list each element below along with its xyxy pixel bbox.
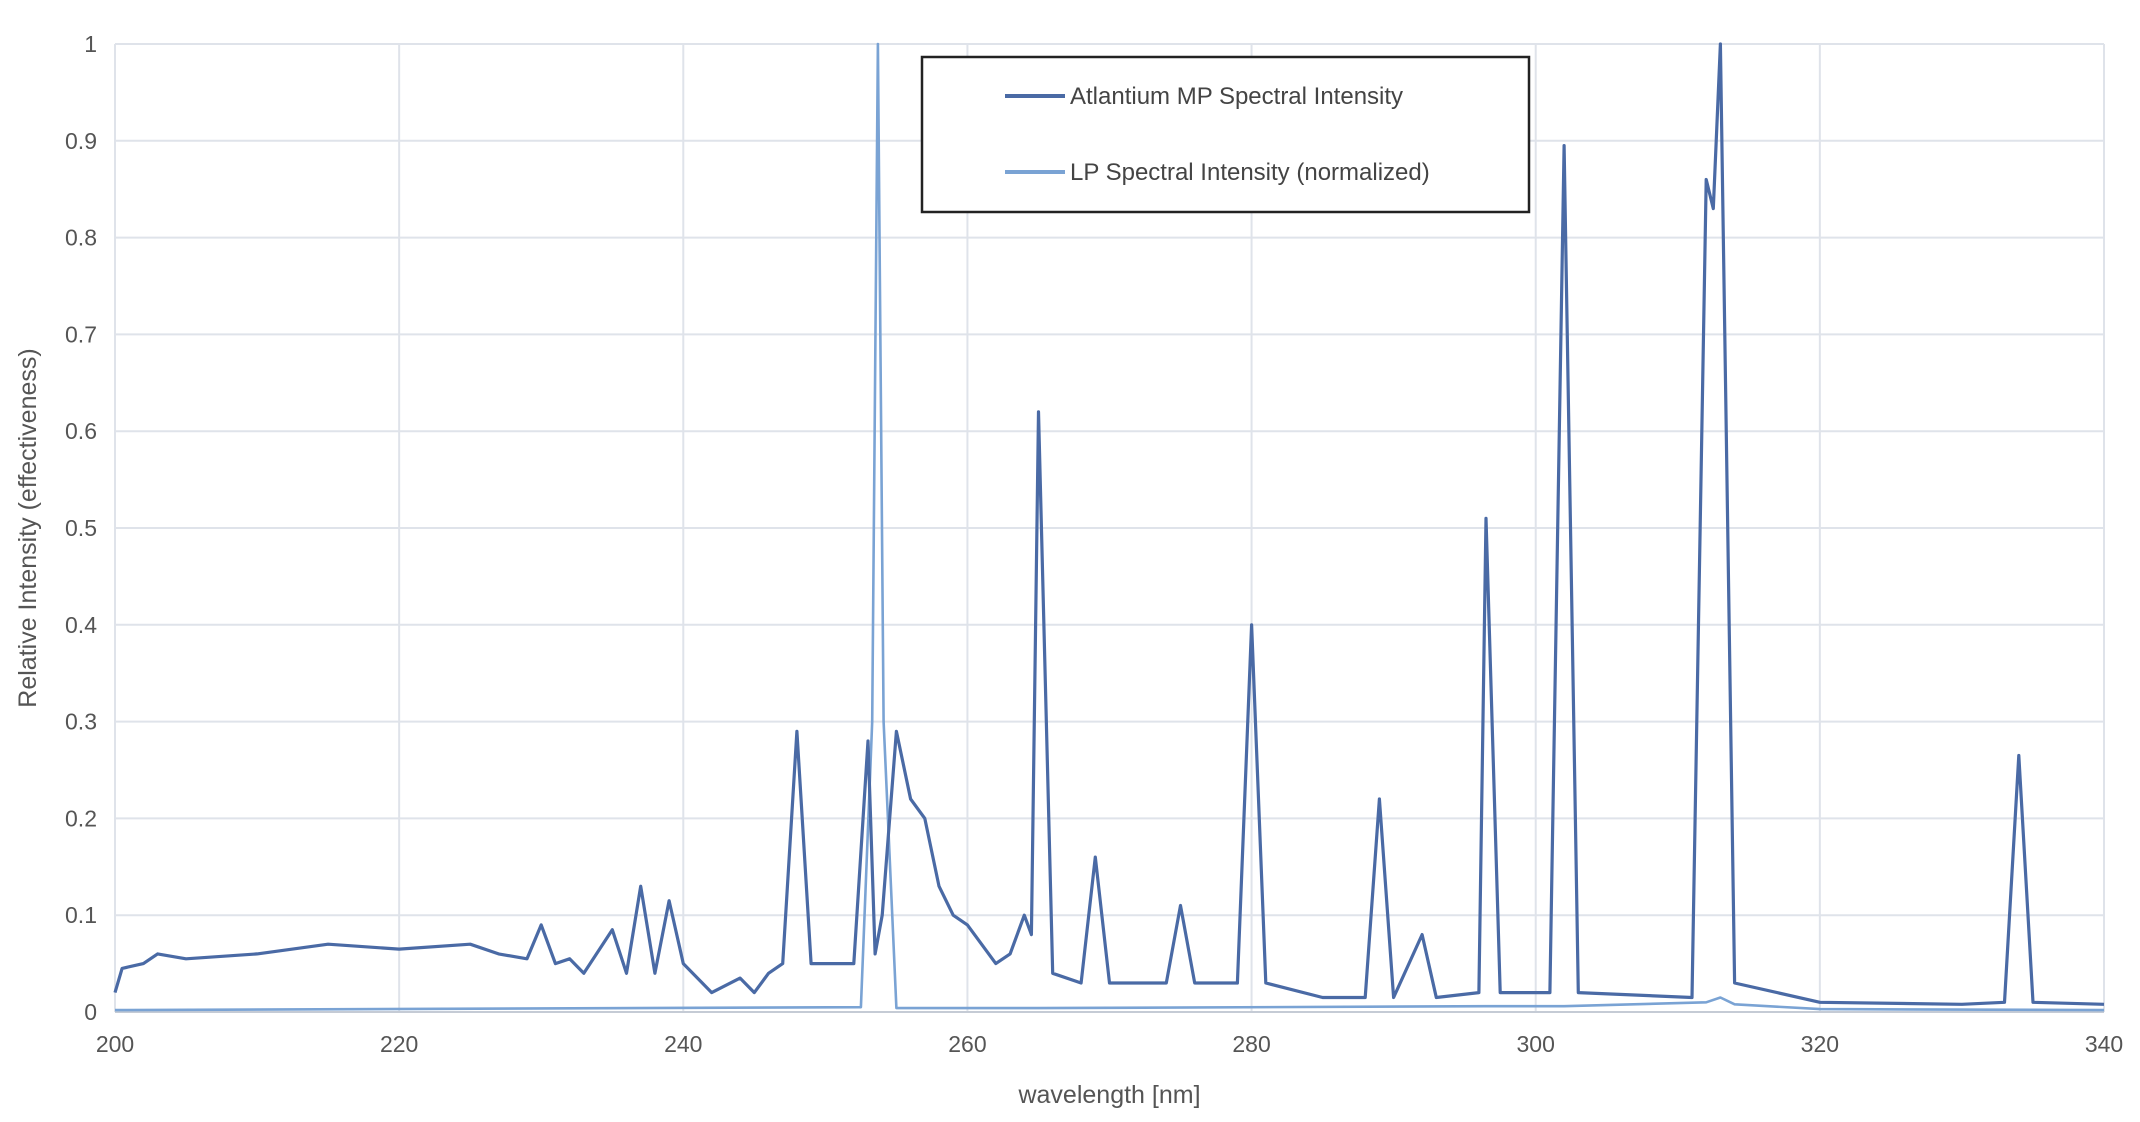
y-tick-label: 0.7 <box>65 321 97 347</box>
y-tick-label: 0 <box>84 999 97 1025</box>
x-tick-label: 320 <box>1801 1031 1839 1057</box>
y-tick-label: 0.4 <box>65 612 97 638</box>
x-axis-title: wavelength [nm] <box>1017 1081 1200 1109</box>
x-tick-label: 340 <box>2085 1031 2123 1057</box>
y-tick-label: 0.5 <box>65 515 97 541</box>
x-tick-label: 260 <box>948 1031 986 1057</box>
series-line-1 <box>113 42 2105 1006</box>
x-tick-label: 220 <box>380 1031 418 1057</box>
y-tick-label: 0.9 <box>65 128 97 154</box>
y-tick-label: 0.3 <box>65 709 97 735</box>
legend: Atlantium MP Spectral Intensity LP Spectr… <box>920 55 1531 214</box>
x-tick-label: 240 <box>664 1031 702 1057</box>
y-tick-label: 0.8 <box>65 225 97 251</box>
y-axis-title: Relative Intensity (effectiveness) <box>14 348 42 707</box>
y-tick-label: 0.2 <box>65 805 97 831</box>
y-tick-label: 1 <box>84 31 97 57</box>
series-line-2 <box>114 42 2105 1012</box>
series-lines <box>113 42 2105 1012</box>
axes: 200 220 240 260 280 300 320 340 0 0.1 0.2 0.3 0.4 0.5… <box>65 31 2123 1057</box>
x-tick-label: 200 <box>96 1031 134 1057</box>
x-tick-label: 300 <box>1517 1031 1555 1057</box>
y-tick-label: 0.1 <box>65 902 97 928</box>
legend-label: LP Spectral Intensity (normalized) <box>1070 159 1430 186</box>
x-tick-label: 280 <box>1232 1031 1270 1057</box>
y-tick-label: 0.6 <box>65 418 97 444</box>
legend-label: Atlantium MP Spectral Intensity <box>1070 83 1403 110</box>
legend-box <box>920 55 1531 214</box>
